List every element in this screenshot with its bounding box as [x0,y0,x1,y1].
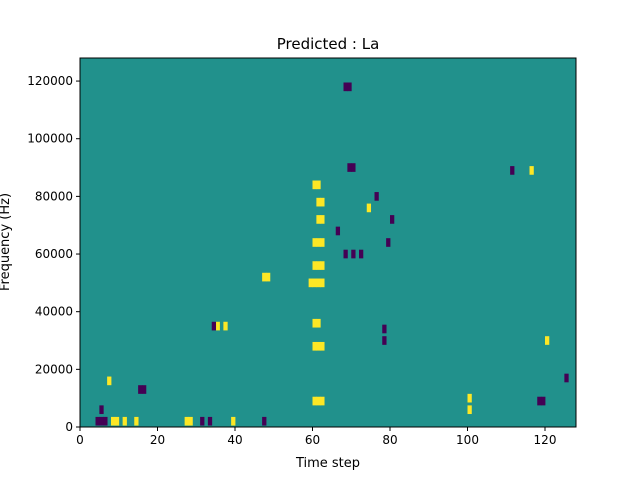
x-tick-label: 40 [227,433,242,447]
y-axis: 0 20000 40000 60000 80000 100000 120000 [27,74,80,434]
heatmap-cell [316,197,321,207]
heatmap-cell [390,215,395,224]
heatmap-cell [223,321,228,331]
plot-frame [79,57,577,428]
heatmap-cell [316,215,321,224]
heatmap-cell [541,396,546,406]
heatmap-cell [343,249,348,259]
heatmap-cell [351,249,356,259]
heatmap-cell [312,180,317,190]
heatmap-cell [316,396,321,406]
heatmap-cell [510,166,515,175]
chart-title: Predicted : La [277,35,380,53]
heatmap-cell [215,321,220,331]
heatmap-cell [467,393,472,403]
heatmap-cell [382,324,387,334]
y-tick-label: 20000 [35,362,73,376]
heatmap-background [80,58,576,427]
heatmap-cell [316,278,321,288]
heatmap-cells [95,82,569,426]
heatmap-cell [320,238,325,247]
heatmap-cell [382,336,387,345]
heatmap-cell [211,321,217,331]
x-tick-label: 100 [456,433,479,447]
x-tick-label: 60 [305,433,320,447]
heatmap-cell [545,336,550,345]
x-tick-label: 20 [150,433,165,447]
heatmap-cell [359,249,364,259]
heatmap-cell [537,396,542,406]
heatmap-cell [111,416,116,426]
y-tick-label: 80000 [35,189,73,203]
heatmap-cell [564,373,569,383]
heatmap-cell [99,405,104,415]
heatmap-cell [316,341,321,351]
y-tick-label: 120000 [27,74,73,88]
heatmap-cell [308,278,313,288]
heatmap-cell [320,396,325,406]
heatmap-cell [312,396,317,406]
x-tick-label: 0 [76,433,84,447]
heatmap-cell [138,385,143,394]
x-axis-label: Time step [295,456,360,471]
heatmap-cell [207,416,213,426]
heatmap-cell [316,261,321,270]
heatmap-cell [99,416,104,426]
heatmap-cell [262,272,267,282]
heatmap-cell [103,416,108,426]
heatmap-cell [374,192,379,201]
heatmap-cell [320,261,325,270]
heatmap-cell [335,226,341,236]
heatmap-cell [266,272,271,282]
heatmap-cell [316,318,321,328]
heatmap-cell [320,341,325,351]
heatmap-cell [347,163,352,172]
heatmap-cell [343,82,348,92]
heatmap-cell [142,385,147,394]
heatmap-cell [529,166,534,175]
heatmap-cell [316,180,321,190]
heatmap-cell [312,238,317,247]
heatmap-cell [320,197,325,207]
heatmap-cell [200,416,205,426]
heatmap-cell [184,416,189,426]
heatmap-cell [95,416,100,426]
heatmap-cell [114,416,120,426]
y-tick-label: 60000 [35,247,73,261]
y-tick-label: 40000 [35,305,73,319]
y-tick-label: 100000 [27,132,73,146]
heatmap-cell [122,416,127,426]
heatmap-cell [312,341,317,351]
heatmap-cell [366,203,372,213]
heatmap-cell [107,376,112,386]
heatmap-cell [320,215,325,224]
heatmap-cell [312,278,317,288]
heatmap-cell [320,278,325,288]
x-axis: 0 20 40 60 80 100 120 [76,427,556,447]
heatmap-cell [347,82,352,92]
heatmap-cell [134,416,139,426]
y-tick-label: 0 [65,420,73,434]
heatmap-cell [386,238,391,247]
heatmap-cell [312,318,317,328]
heatmap-cell [188,416,193,426]
heatmap-cell [312,261,317,270]
y-axis-label: Frequency (Hz) [0,193,13,291]
heatmap-cell [467,405,472,415]
x-tick-label: 120 [534,433,557,447]
x-tick-label: 80 [382,433,397,447]
heatmap-cell [316,238,321,247]
plot-area [79,57,577,428]
heatmap-cell [262,416,267,426]
heatmap-cell [351,163,356,172]
heatmap-cell [231,416,236,426]
